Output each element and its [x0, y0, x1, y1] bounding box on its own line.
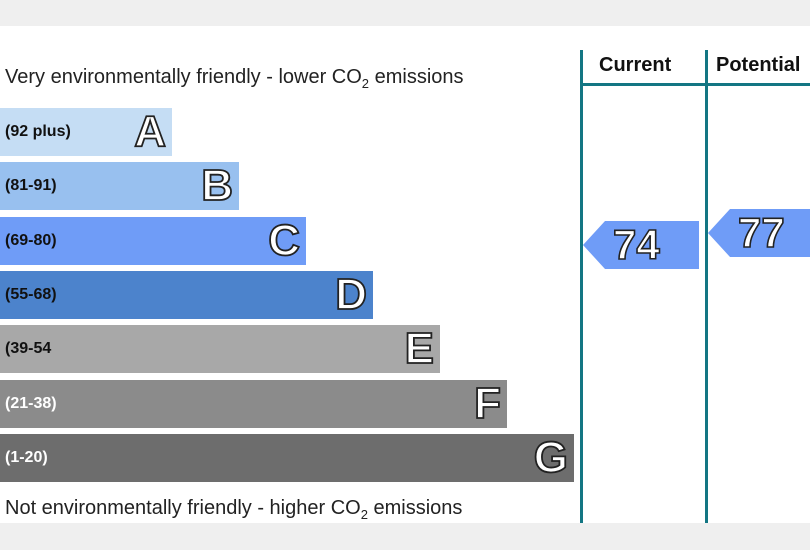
- band-f: (21-38) F: [0, 380, 507, 428]
- band-b-letter: B: [200, 161, 234, 210]
- potential-rating-arrow: 77: [708, 209, 810, 257]
- band-c: (69-80) C: [0, 217, 306, 265]
- band-c-letter: C: [267, 216, 301, 265]
- potential-rating-value: 77: [737, 209, 785, 256]
- band-g-range: (1-20): [5, 449, 48, 466]
- band-d-range: (55-68): [5, 286, 57, 303]
- band-e-range: (39-54: [5, 340, 52, 357]
- band-f-range: (21-38): [5, 395, 57, 412]
- current-column-header: Current: [599, 54, 672, 76]
- band-d: (55-68) D: [0, 271, 373, 319]
- bottom-caption: Not environmentally friendly - higher CO…: [5, 497, 463, 522]
- band-f-letter: F: [473, 379, 502, 428]
- band-b-range: (81-91): [5, 177, 57, 194]
- current-column-left-line: [580, 50, 583, 523]
- column-header-underline: [580, 83, 810, 86]
- band-g: (1-20) G: [0, 434, 574, 482]
- band-e: (39-54 E: [0, 325, 440, 373]
- band-a-letter: A: [133, 107, 167, 156]
- band-e-letter: E: [404, 324, 435, 373]
- band-g-letter: G: [533, 433, 569, 482]
- band-d-letter: D: [334, 270, 368, 319]
- co2-rating-chart: Very environmentally friendly - lower CO…: [0, 26, 810, 523]
- band-a-range: (92 plus): [5, 123, 71, 140]
- potential-column-header: Potential: [716, 54, 801, 76]
- band-c-range: (69-80): [5, 232, 57, 249]
- band-b: (81-91) B: [0, 162, 239, 210]
- band-a: (92 plus) A: [0, 108, 172, 156]
- current-column-right-line: [705, 50, 708, 523]
- current-rating-value: 74: [612, 221, 660, 268]
- top-caption: Very environmentally friendly - lower CO…: [5, 66, 464, 91]
- current-rating-arrow: 74: [583, 221, 699, 269]
